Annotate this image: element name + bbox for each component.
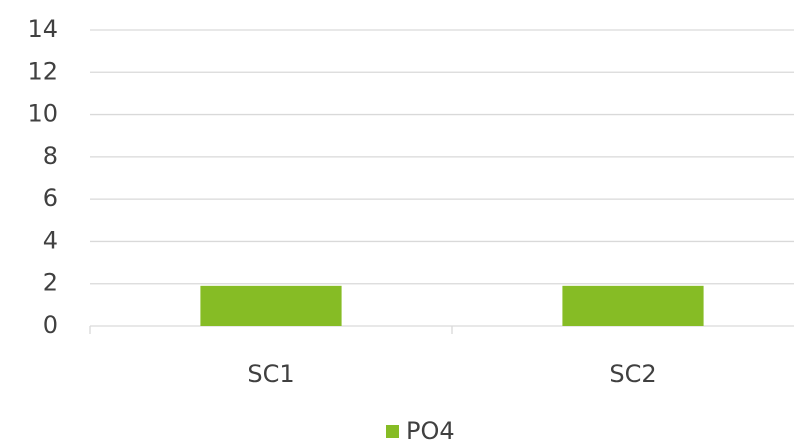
y-tick-label: 6 — [43, 184, 58, 212]
y-tick-label: 10 — [27, 100, 58, 128]
y-tick-label: 0 — [43, 311, 58, 339]
x-tick-label: SC2 — [609, 360, 656, 388]
y-tick-label: 2 — [43, 269, 58, 297]
y-tick-label: 4 — [43, 226, 58, 254]
legend-swatch — [386, 425, 399, 438]
bar — [200, 285, 342, 326]
bar — [562, 285, 704, 326]
y-tick-label: 14 — [27, 15, 58, 43]
y-tick-label: 12 — [27, 57, 58, 85]
x-tick-label: SC1 — [247, 360, 294, 388]
y-tick-label: 8 — [43, 142, 58, 170]
legend-label: PO4 — [406, 417, 455, 444]
